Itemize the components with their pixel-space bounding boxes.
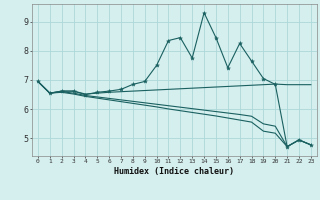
- X-axis label: Humidex (Indice chaleur): Humidex (Indice chaleur): [115, 167, 234, 176]
